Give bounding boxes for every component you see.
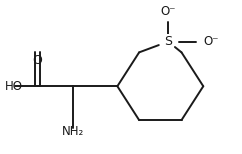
Text: O: O <box>33 54 42 67</box>
Text: HO: HO <box>5 80 23 93</box>
Text: O⁻: O⁻ <box>203 35 219 48</box>
Text: O⁻: O⁻ <box>160 5 176 18</box>
Text: NH₂: NH₂ <box>61 125 84 138</box>
Text: S: S <box>164 35 172 48</box>
